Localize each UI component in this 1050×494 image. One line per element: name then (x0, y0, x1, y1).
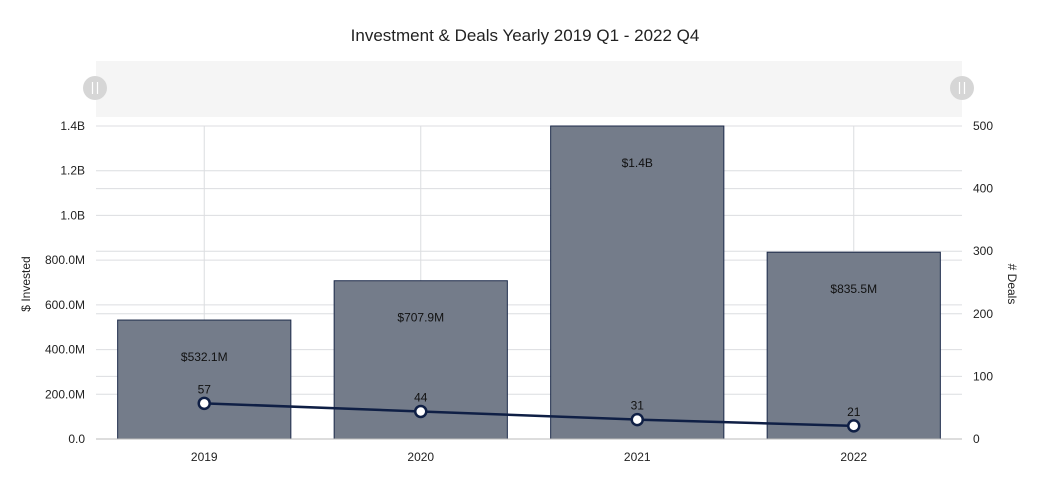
right-tick-label: 300 (973, 244, 993, 258)
bar-data-label: $707.9M (397, 311, 444, 325)
range-handle-left[interactable] (83, 76, 107, 100)
range-handle-right[interactable] (950, 76, 974, 100)
right-tick-label: 200 (973, 307, 993, 321)
deals-point-2020[interactable] (414, 404, 428, 419)
axes: 0.0 200.0M 400.0M 600.0M 800.0M 1.0B 1.2B 1.4B 0… (45, 119, 993, 464)
deals-point-2022[interactable] (847, 419, 861, 433)
right-tick-label: 100 (973, 369, 993, 383)
left-tick-label: 200.0M (45, 387, 85, 401)
deals-data-label: 31 (631, 399, 645, 413)
left-tick-label: 0.0 (68, 432, 85, 446)
x-tick-label: 2022 (840, 450, 867, 464)
bar-2021[interactable] (550, 125, 725, 440)
left-tick-label: 800.0M (45, 253, 85, 267)
right-tick-label: 500 (973, 119, 993, 133)
deals-data-label: 44 (414, 390, 428, 404)
left-tick-label: 1.0B (60, 208, 85, 222)
deals-point-2021[interactable] (630, 412, 644, 427)
bar-data-label: $1.4B (622, 156, 653, 170)
left-axis-label: $ Invested (19, 256, 33, 311)
deals-data-label: 21 (847, 405, 861, 419)
right-tick-label: 0 (973, 432, 980, 446)
bar-data-label: $835.5M (830, 282, 877, 296)
left-tick-label: 1.2B (60, 164, 85, 178)
right-axis-label: # Deals (1005, 264, 1019, 305)
left-tick-label: 600.0M (45, 298, 85, 312)
bar-data-label: $532.1M (181, 350, 228, 364)
left-tick-label: 400.0M (45, 343, 85, 357)
x-tick-label: 2021 (624, 450, 651, 464)
deals-point-2019[interactable] (197, 396, 211, 411)
left-tick-label: 1.4B (60, 119, 85, 133)
deals-line (204, 402, 854, 428)
line-series: 57 44 31 21 (197, 382, 861, 433)
right-tick-label: 400 (973, 182, 993, 196)
deals-data-label: 57 (198, 382, 212, 396)
chart-title: Investment & Deals Yearly 2019 Q1 - 2022… (351, 26, 700, 45)
x-tick-label: 2020 (407, 450, 434, 464)
bar-series: $532.1M $707.9M $1.4B $835.5M (117, 125, 941, 440)
bar-2019[interactable] (117, 319, 292, 440)
x-tick-label: 2019 (191, 450, 218, 464)
range-navigator[interactable] (96, 61, 962, 117)
